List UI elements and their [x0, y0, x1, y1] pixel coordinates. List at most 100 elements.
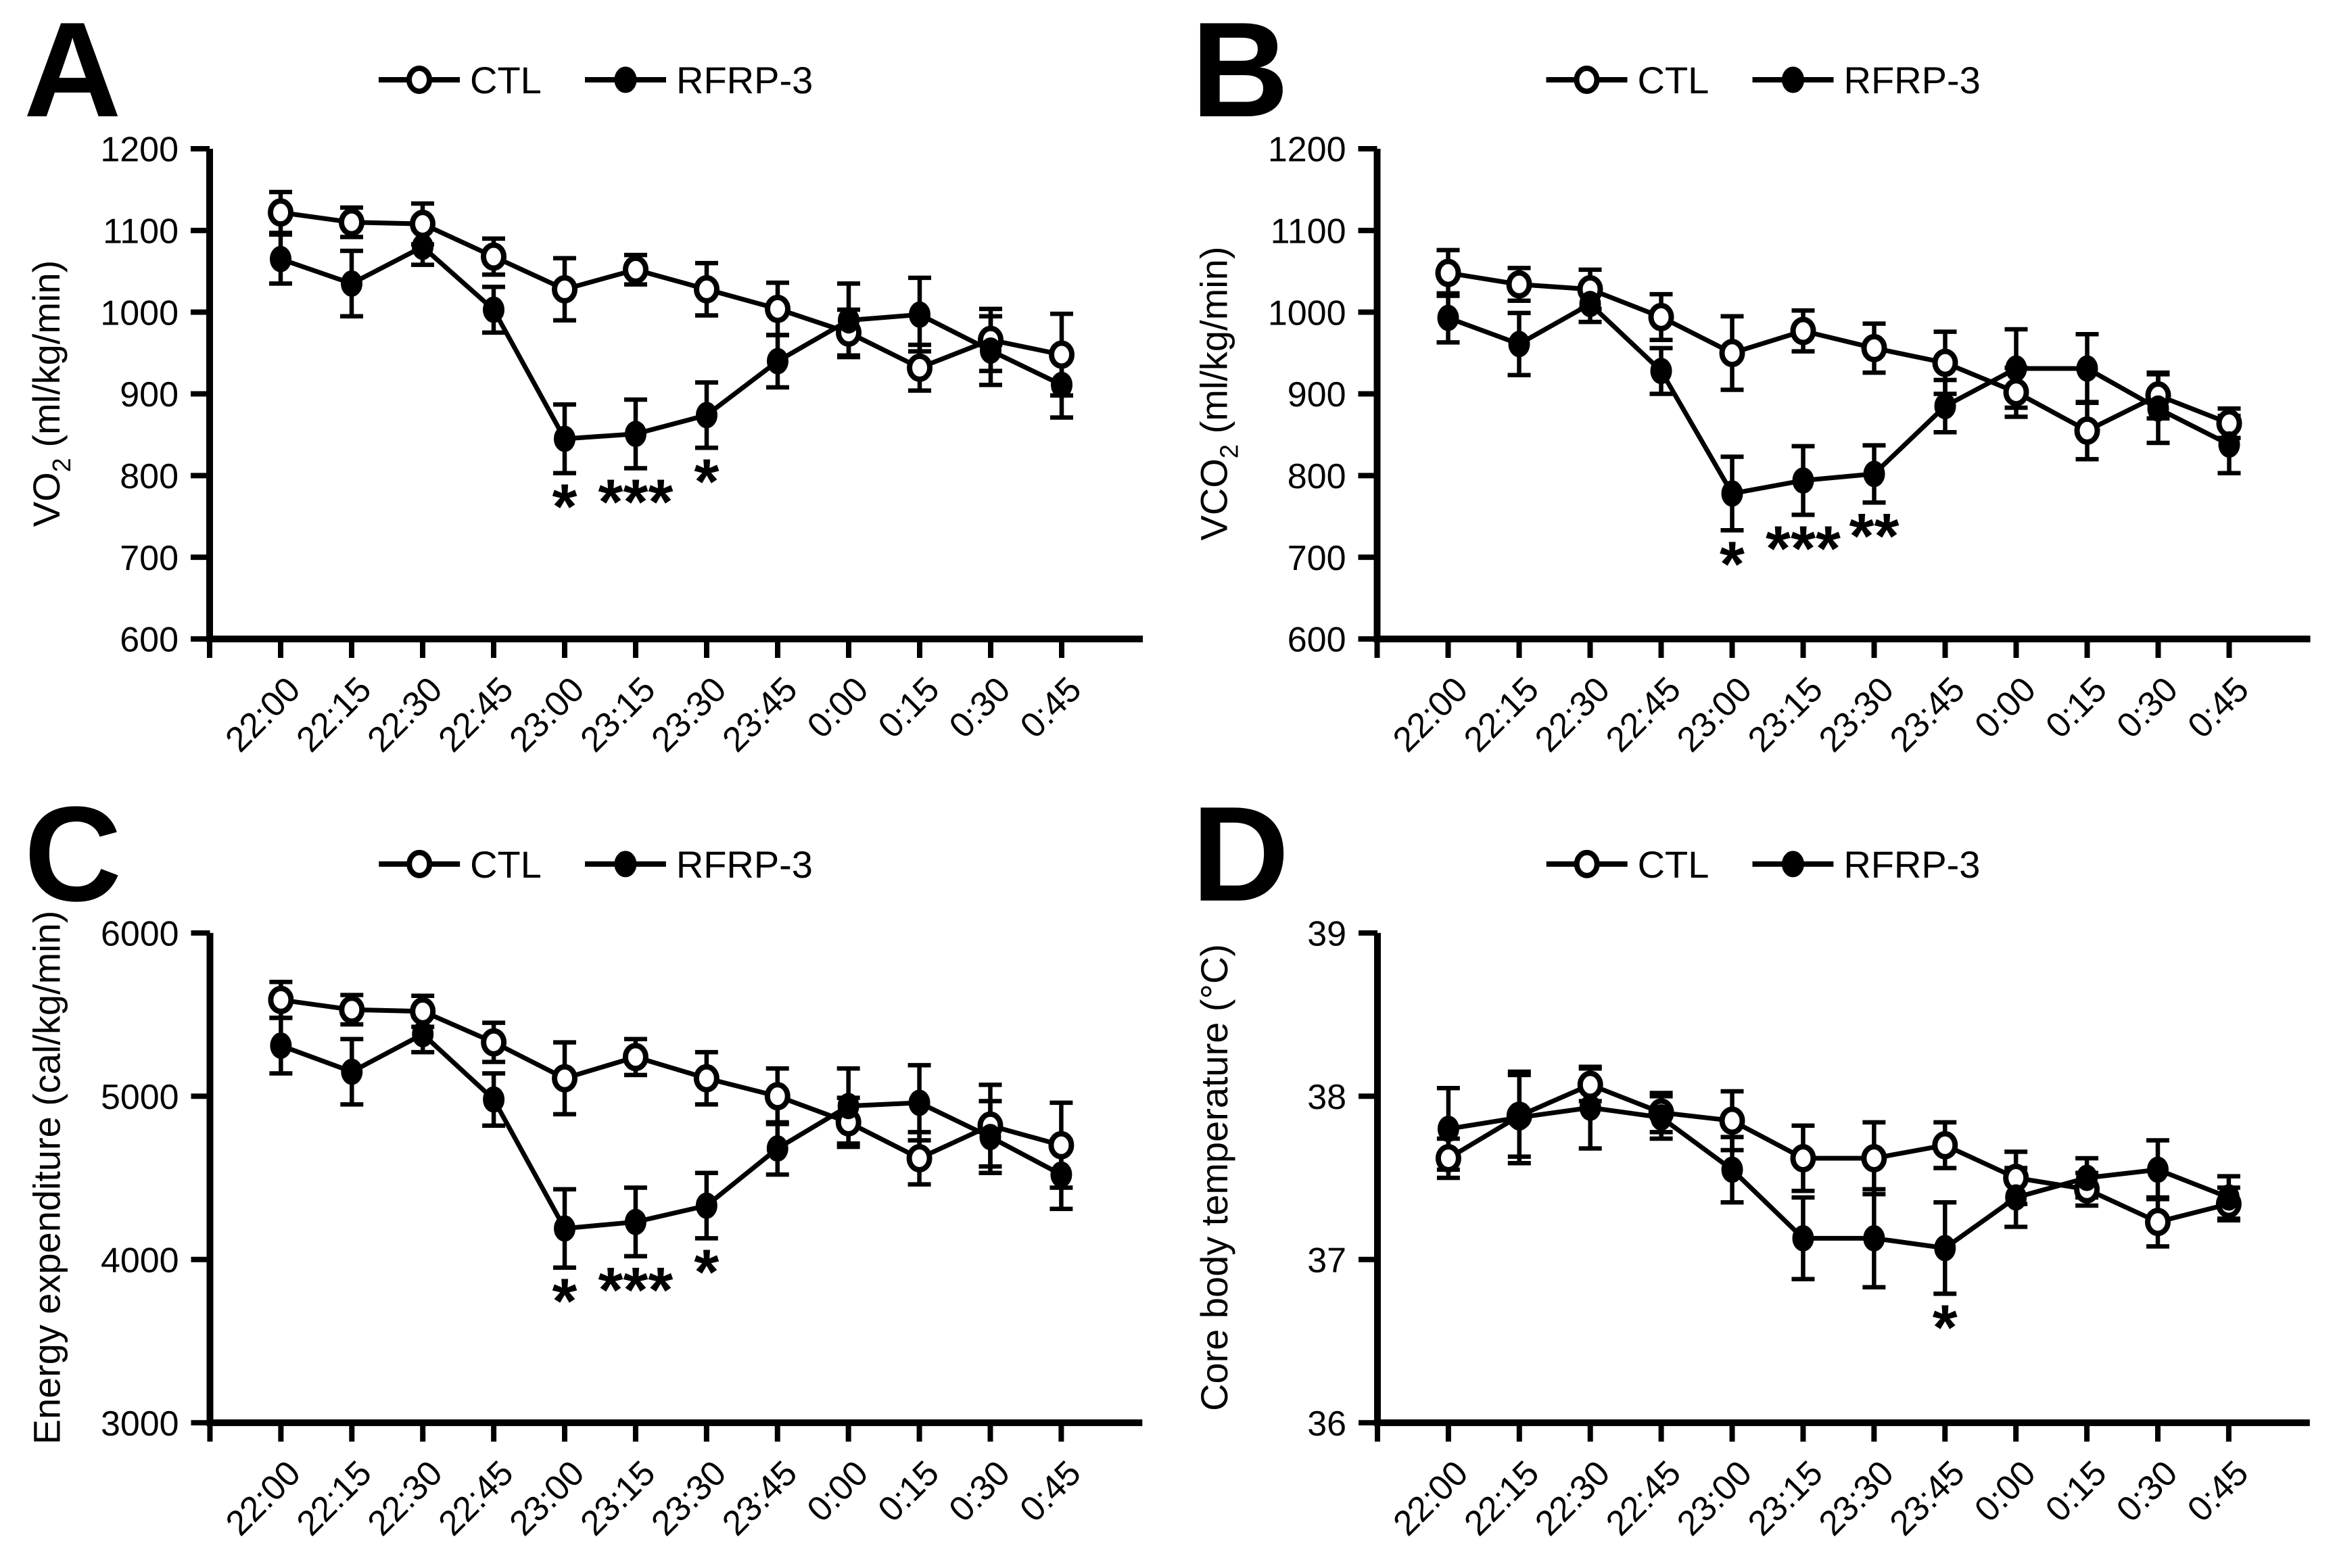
significance-markers: * *** *: [552, 446, 720, 542]
open-circle-marker: [410, 997, 436, 1026]
axes: 60070080090010001100120022:0022:1522:302…: [100, 130, 1143, 760]
x-tick-label: 22:00: [218, 1454, 308, 1544]
open-circle-marker: [1932, 1131, 1958, 1160]
x-tick-label: 0:00: [800, 1454, 876, 1529]
y-tick-label: 4000: [101, 1241, 179, 1280]
y-tick-label: 700: [120, 539, 179, 578]
filled-circle-marker: [624, 1208, 646, 1235]
open-circle-marker: [410, 210, 435, 239]
y-tick-label: 5000: [101, 1078, 179, 1117]
y-tick-label: 1000: [1268, 293, 1346, 333]
y-tick-label: 800: [1288, 457, 1346, 496]
x-tick-label: 23:30: [644, 669, 734, 759]
filled-circle-marker: [2146, 1156, 2169, 1183]
filled-circle-marker: [2218, 431, 2240, 458]
legend-label-rfrp3: RFRP-3: [1843, 843, 1980, 886]
x-tick-label: 22:15: [1457, 669, 1547, 759]
filled-circle-icon: [1781, 851, 1804, 878]
filled-circle-icon: [1782, 66, 1804, 93]
open-circle-marker: [765, 294, 791, 323]
x-tick-label: 0:45: [1012, 1454, 1088, 1529]
x-tick-label: 23:00: [1670, 1454, 1760, 1544]
filled-circle-marker: [1508, 331, 1530, 358]
series-markers-rfrp3: [270, 233, 1072, 452]
open-circle-marker: [268, 198, 293, 227]
filled-circle-marker: [766, 1135, 788, 1162]
y-tick-label: 1100: [103, 212, 179, 252]
y-axis-title: Energy expenditure (cal/kg/min): [26, 911, 68, 1445]
filled-circle-marker: [767, 348, 788, 375]
series-markers-ctl: [1435, 258, 2242, 445]
legend: CTL RFRP-3: [379, 843, 813, 886]
series-line-ctl: [280, 997, 1062, 1161]
filled-circle-marker: [1721, 480, 1743, 507]
y-tick-label: 6000: [101, 915, 179, 954]
legend-label-ctl: CTL: [1638, 843, 1709, 886]
x-tick-label: 0:15: [871, 669, 947, 746]
open-circle-marker: [1719, 1106, 1745, 1135]
filled-circle-marker: [1650, 358, 1672, 385]
y-tick-label: 1100: [1271, 212, 1346, 252]
y-tick-label: 1200: [100, 130, 179, 170]
filled-circle-marker: [2217, 1184, 2240, 1211]
x-tick-label: 23:45: [715, 669, 805, 759]
legend-label-rfrp3: RFRP-3: [676, 59, 813, 101]
open-circle-marker: [693, 1064, 720, 1093]
x-tick-label: 0:30: [2109, 1454, 2185, 1529]
filled-circle-marker: [2005, 355, 2027, 382]
significance-markers: * *** **: [1720, 500, 1899, 600]
x-tick-label: 23:00: [502, 1454, 592, 1544]
open-circle-marker: [481, 242, 506, 271]
series-line-rfrp3: [280, 1031, 1063, 1231]
significance-markers: * *** *: [552, 1236, 720, 1337]
legend-label-rfrp3: RFRP-3: [1844, 59, 1981, 101]
filled-circle-marker: [1437, 1116, 1459, 1143]
open-circle-marker: [2074, 416, 2100, 445]
x-tick-label: 23:15: [1741, 669, 1831, 759]
open-circle-marker: [1048, 1131, 1075, 1160]
open-circle-marker: [622, 1043, 648, 1072]
legend: CTL RFRP-3: [1546, 843, 1980, 886]
open-circle-marker: [339, 995, 365, 1024]
panel-a: A CTL RFRP-3 VO2 (ml/kg/min) 600 700 800 90…: [0, 0, 1167, 784]
filled-circle-marker: [341, 270, 362, 297]
series-markers-ctl: [268, 985, 1075, 1173]
legend-label-ctl: CTL: [470, 843, 542, 886]
panel-letter: D: [1192, 784, 1289, 930]
y-tick-label: 3000: [101, 1404, 179, 1444]
filled-circle-marker: [1508, 1104, 1530, 1131]
error-bars: [269, 980, 1073, 1270]
filled-circle-marker: [1863, 1225, 1885, 1252]
significance-markers: *: [1933, 1291, 1958, 1363]
filled-circle-marker: [1579, 1094, 1601, 1121]
open-circle-icon: [406, 849, 433, 878]
open-circle-marker: [694, 275, 720, 304]
x-tick-label: 22:00: [218, 669, 308, 759]
x-tick-label: 0:45: [2180, 669, 2257, 746]
filled-circle-marker: [1934, 1235, 1956, 1262]
significance-asterisk: ***: [598, 466, 674, 538]
legend-label-ctl: CTL: [470, 59, 542, 101]
filled-circle-marker: [838, 307, 859, 334]
x-tick-label: 23:15: [573, 669, 663, 759]
x-tick-label: 0:15: [2038, 669, 2115, 746]
x-tick-label: 23:15: [573, 1454, 663, 1544]
legend: CTL RFRP-3: [1546, 59, 1981, 101]
x-tick-label: 0:45: [1013, 669, 1089, 746]
filled-circle-marker: [270, 1032, 292, 1059]
filled-circle-marker: [1721, 1156, 1743, 1183]
open-circle-icon: [1574, 849, 1600, 878]
filled-circle-marker: [979, 1124, 1001, 1151]
open-circle-icon: [1574, 66, 1600, 94]
plot-area: 3000 4000 5000 6000 22:0022:1522:3022:4523:0…: [101, 915, 1143, 1544]
filled-circle-marker: [554, 425, 575, 452]
series-line-ctl: [1447, 270, 2230, 433]
y-axis-title: VCO2 (ml/kg/min): [1193, 247, 1244, 541]
filled-circle-icon: [614, 851, 637, 878]
filled-circle-marker: [1792, 467, 1814, 494]
x-tick-label: 22:15: [289, 669, 379, 759]
significance-asterisk: *: [694, 446, 720, 517]
filled-circle-marker: [1050, 1161, 1072, 1188]
filled-circle-marker: [1650, 1104, 1672, 1131]
open-circle-marker: [1577, 1070, 1603, 1099]
